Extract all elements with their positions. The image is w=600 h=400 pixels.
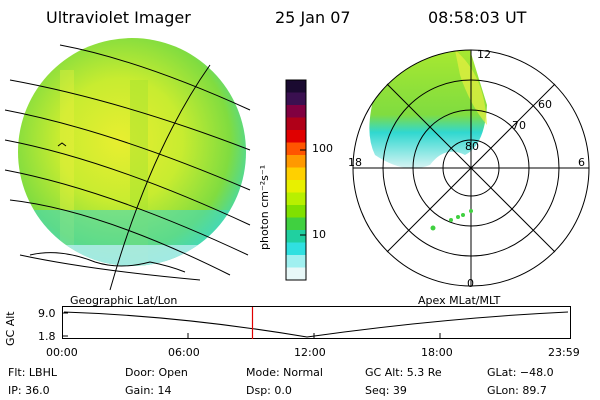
- colorbar-band: [286, 92, 306, 106]
- strip-ylabel: GC Alt: [4, 311, 17, 346]
- colorbar-band: [286, 105, 306, 118]
- colorbar-tick-100: 100: [312, 142, 333, 155]
- mlt-label-0: 0: [467, 277, 474, 290]
- colorbar-band: [286, 217, 306, 231]
- colorbar-band: [286, 80, 306, 93]
- status-glon: GLon: 89.7: [487, 384, 547, 397]
- app-title: Ultraviolet Imager: [46, 8, 191, 27]
- strip-xtick-1: 06:00: [168, 346, 200, 359]
- status-seq: Seq: 39: [365, 384, 407, 397]
- colorbar-band: [286, 255, 306, 268]
- mlt-label-6: 6: [578, 156, 585, 169]
- colorbar-band: [286, 155, 306, 168]
- colorbar-band: [286, 142, 306, 156]
- date-label: 25 Jan 07: [275, 8, 351, 27]
- status-gain: Gain: 14: [125, 384, 172, 397]
- strip-xtick-0: 00:00: [46, 346, 78, 359]
- colorbar-label: photon cm⁻²s⁻¹: [258, 164, 271, 250]
- geographic-image: [4, 38, 251, 291]
- status-glat: GLat: −48.0: [487, 366, 554, 379]
- polar-plot: [352, 49, 590, 287]
- strip-left-label: Geographic Lat/Lon: [70, 294, 178, 307]
- colorbar-band: [286, 230, 306, 243]
- status-ip: IP: 36.0: [8, 384, 50, 397]
- status-flt: Flt: LBHL: [8, 366, 57, 379]
- strip-xtick-2: 12:00: [294, 346, 326, 359]
- orbit-strip-chart: [62, 306, 571, 339]
- colorbar-band: [286, 267, 306, 281]
- mlt-label-18: 18: [348, 156, 362, 169]
- lat-label-70: 70: [512, 119, 526, 132]
- strip-ytick-top: 9.0: [38, 307, 56, 320]
- strip-xtick-4: 23:59: [548, 346, 580, 359]
- colorbar-band: [286, 117, 306, 131]
- lat-label-60: 60: [538, 98, 552, 111]
- colorbar-band: [286, 180, 306, 193]
- status-dsp: Dsp: 0.0: [246, 384, 292, 397]
- colorbar-band: [286, 130, 306, 143]
- status-mode: Mode: Normal: [246, 366, 323, 379]
- lat-label-80: 80: [465, 140, 479, 153]
- status-gcalt: GC Alt: 5.3 Re: [365, 366, 442, 379]
- colorbar-band: [286, 192, 306, 206]
- mlt-label-12: 12: [477, 48, 491, 61]
- colorbar-tick-10: 10: [312, 228, 326, 241]
- colorbar-band: [286, 167, 306, 181]
- colorbar: [285, 79, 307, 281]
- colorbar-band: [286, 205, 306, 218]
- strip-right-label: Apex MLat/MLT: [418, 294, 501, 307]
- strip-ytick-bottom: 1.8: [38, 330, 56, 343]
- colorbar-band: [286, 242, 306, 256]
- status-door: Door: Open: [125, 366, 188, 379]
- strip-xtick-3: 18:00: [421, 346, 453, 359]
- time-label: 08:58:03 UT: [428, 8, 527, 27]
